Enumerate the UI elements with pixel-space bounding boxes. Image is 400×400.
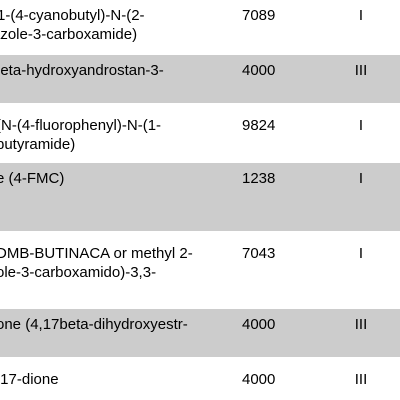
substance-name-line: (N-(4-fluorophenyl)-N-(1- [0, 117, 162, 134]
substance-name-cell: (N-(4-fluorophenyl)-N-(1- butyramide) [0, 110, 230, 156]
table-row: (N-(4-fluorophenyl)-N-(1- butyramide) 98… [0, 110, 400, 156]
substance-name-cell: beta-hydroxyandrostan-3- [0, 55, 230, 103]
schedule-cell: III [354, 371, 368, 388]
substance-name-line: one (4,17beta-dihydroxyestr- [0, 316, 188, 333]
substance-name-line: azole-3-carboxamide) [0, 26, 138, 43]
substance-name-cell: e (4-FMC) [0, 163, 230, 231]
drug-code-cell: 4000 [242, 371, 276, 388]
substance-name-line: ,17-dione [0, 371, 59, 388]
schedule-cell: I [358, 245, 364, 262]
schedule-cell: III [322, 309, 400, 357]
substance-name-cell: ,17-dione [0, 364, 230, 400]
substance-name-line: (1-(4-cyanobutyl)-N-(2- [0, 7, 145, 24]
substance-name-line: e (4-FMC) [0, 170, 65, 187]
table-row: one (4,17beta-dihydroxyestr- 4000 III [0, 309, 400, 357]
table-row: e (4-FMC) 1238 I [0, 163, 400, 231]
drug-code-cell: 1238 [230, 163, 322, 231]
drug-code-cell: 4000 [230, 309, 322, 357]
table-row: ,17-dione 4000 III [0, 364, 400, 400]
table-row: beta-hydroxyandrostan-3- 4000 III [0, 55, 400, 103]
substance-name-line: butyramide) [0, 136, 76, 153]
drug-code-cell: 7043 [242, 245, 276, 262]
schedule-cell: III [322, 55, 400, 103]
substance-name-line: beta-hydroxyandrostan-3- [0, 62, 164, 79]
schedule-cell: I [322, 163, 400, 231]
drug-code-cell: 4000 [230, 55, 322, 103]
substance-name-cell: one (4,17beta-dihydroxyestr- [0, 309, 230, 357]
drug-code-cell: 9824 [242, 117, 276, 134]
substance-name-line: ole-3-carboxamido)-3,3- [0, 264, 157, 281]
table-row: (1-(4-cyanobutyl)-N-(2- azole-3-carboxam… [0, 0, 400, 48]
substance-name-cell: DMB-BUTINACA or methyl 2- ole-3-carboxam… [0, 238, 230, 302]
drug-code-cell: 7089 [242, 7, 276, 24]
substance-name-cell: (1-(4-cyanobutyl)-N-(2- azole-3-carboxam… [0, 0, 230, 48]
table-row: DMB-BUTINACA or methyl 2- ole-3-carboxam… [0, 238, 400, 302]
substance-name-line: DMB-BUTINACA or methyl 2- [0, 245, 193, 262]
schedule-cell: I [358, 117, 364, 134]
schedule-cell: I [358, 7, 364, 24]
